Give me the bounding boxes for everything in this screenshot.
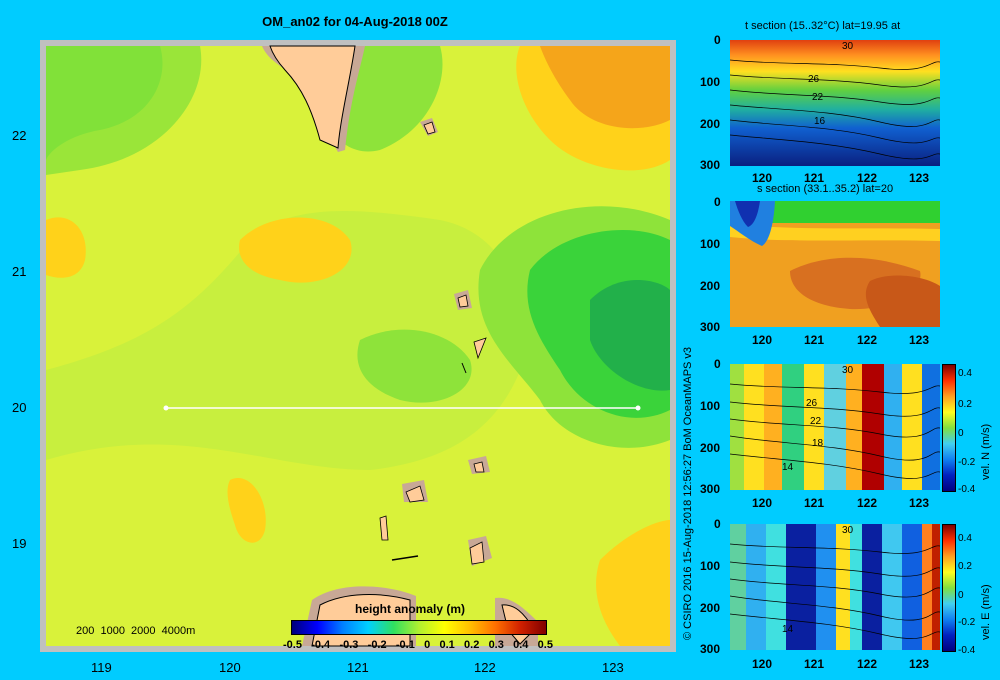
panel-x-tick: 122: [857, 496, 878, 510]
colorbar-tick: 0: [424, 639, 431, 651]
anomaly-high-ne-core: [540, 46, 670, 129]
lon-tick: 119: [91, 660, 112, 675]
colorbar-tick: 0.2: [464, 639, 480, 651]
colorbar-tick: -0.5: [283, 639, 302, 651]
vn-section-panel: 30 26 22 18 14: [730, 364, 940, 490]
t-section-title: t section (15..32°C) lat=19.95 at: [745, 20, 901, 32]
colorbar-title: height anomaly (m): [355, 602, 466, 616]
credit-text: © CSIRO 2016 15-Aug-2018 12:56:27 BoM Oc…: [682, 346, 694, 640]
t-section-field: [730, 40, 940, 166]
vel-colorbar-tick: -0.2: [958, 617, 976, 628]
panel-depth-tick: 100: [700, 237, 721, 251]
island-dalupiri: [379, 515, 389, 541]
lon-tick: 120: [219, 660, 241, 675]
panel-depth-tick: 100: [700, 75, 721, 89]
colorbar-tick: -0.4: [311, 639, 331, 651]
anomaly-low-east-core: [590, 280, 670, 391]
vel-colorbar-tick: 0: [958, 590, 964, 601]
contour-label: 30: [842, 365, 854, 376]
depth-legend: 200 1000 2000 4000m: [76, 625, 196, 637]
lat-tick: 20: [12, 400, 27, 415]
colorbar-tick: 0.1: [439, 639, 455, 651]
panel-depth-tick: 300: [700, 158, 721, 172]
panel-x-tick: 123: [909, 333, 930, 347]
panel-x-tick: 122: [857, 171, 878, 185]
vel-e-label: vel. E (m/s): [980, 584, 992, 640]
s-section-panel: [730, 201, 940, 327]
contour-label: 14: [782, 624, 794, 635]
lon-tick: 122: [474, 660, 496, 675]
vel-colorbar-tick: 0.2: [958, 399, 972, 410]
colorbar-tick: -0.3: [339, 639, 359, 651]
lon-tick: 121: [347, 660, 369, 675]
panel-x-tick: 120: [752, 333, 773, 347]
panel-x-tick: 122: [857, 333, 878, 347]
lat-tick: 22: [12, 128, 27, 143]
map-title: OM_an02 for 04-Aug-2018 00Z: [262, 14, 448, 29]
contour-label: 26: [808, 74, 820, 85]
contour-label: 30: [842, 525, 854, 536]
lon-tick: 123: [602, 660, 624, 675]
panel-depth-tick: 0: [714, 195, 721, 209]
t-section-panel: 30 26 22 16: [730, 40, 940, 166]
panel-x-tick: 121: [804, 496, 825, 510]
vel-n-colorbar: [942, 364, 956, 492]
panel-depth-tick: 100: [700, 399, 721, 413]
colorbar-tick: -0.1: [395, 639, 415, 651]
vel-colorbar-tick: -0.2: [958, 457, 976, 468]
panel-x-tick: 123: [909, 496, 930, 510]
colorbar-tick: 0.3: [488, 639, 504, 651]
contour-label: 22: [810, 416, 822, 427]
contour-label: 30: [842, 41, 854, 52]
panel-depth-tick: 0: [714, 33, 721, 47]
contour-label: 18: [812, 438, 824, 449]
panel-depth-tick: 300: [700, 642, 721, 656]
s-section-title: s section (33.1..35.2) lat=20: [757, 183, 894, 195]
vel-n-label: vel. N (m/s): [980, 423, 992, 480]
lat-tick: 19: [12, 536, 27, 551]
panel-depth-tick: 200: [700, 117, 721, 131]
panel-x-tick: 121: [804, 657, 825, 671]
contour-label: 22: [812, 92, 824, 103]
contour-label: 16: [814, 116, 826, 127]
panel-x-tick: 120: [752, 171, 773, 185]
panel-depth-tick: 100: [700, 559, 721, 573]
panel-depth-tick: 200: [700, 279, 721, 293]
panel-x-tick: 123: [909, 171, 930, 185]
contour-label: 26: [806, 398, 818, 409]
section-end-marker: [635, 405, 641, 411]
colorbar-tick: -0.2: [367, 639, 387, 651]
lat-tick: 21: [12, 264, 27, 279]
vel-e-colorbar: [942, 524, 956, 652]
panel-x-tick: 120: [752, 496, 773, 510]
ve-section-panel: 30 14: [730, 524, 940, 650]
island-sabtang: [473, 337, 487, 360]
colorbar-tick: 0.4: [513, 639, 529, 651]
panel-depth-tick: 200: [700, 441, 721, 455]
height-anomaly-map: [40, 40, 676, 652]
vel-colorbar-tick: 0: [958, 428, 964, 439]
colorbar-tick: 0.5: [537, 639, 553, 651]
vel-colorbar-tick: 0.4: [958, 368, 972, 379]
section-start-marker: [163, 405, 169, 411]
panel-depth-tick: 300: [700, 320, 721, 334]
panel-x-tick: 121: [804, 333, 825, 347]
panel-x-tick: 122: [857, 657, 878, 671]
land-taiwan: [269, 45, 356, 149]
vel-colorbar-tick: -0.4: [958, 645, 976, 656]
vel-colorbar-tick: 0.4: [958, 533, 972, 544]
panel-x-tick: 120: [752, 657, 773, 671]
panel-depth-tick: 200: [700, 601, 721, 615]
vel-colorbar-tick: 0.2: [958, 561, 972, 572]
panel-x-tick: 121: [804, 171, 825, 185]
contour-label: 14: [782, 462, 794, 473]
panel-depth-tick: 0: [714, 357, 721, 371]
panel-depth-tick: 0: [714, 517, 721, 531]
height-anomaly-colorbar: [291, 620, 547, 635]
panel-x-tick: 123: [909, 657, 930, 671]
vel-colorbar-tick: -0.4: [958, 484, 976, 495]
panel-depth-tick: 300: [700, 482, 721, 496]
colorbar-ticks: -0.5 -0.4 -0.3 -0.2 -0.1 0 0.1 0.2 0.3 0…: [283, 639, 553, 651]
